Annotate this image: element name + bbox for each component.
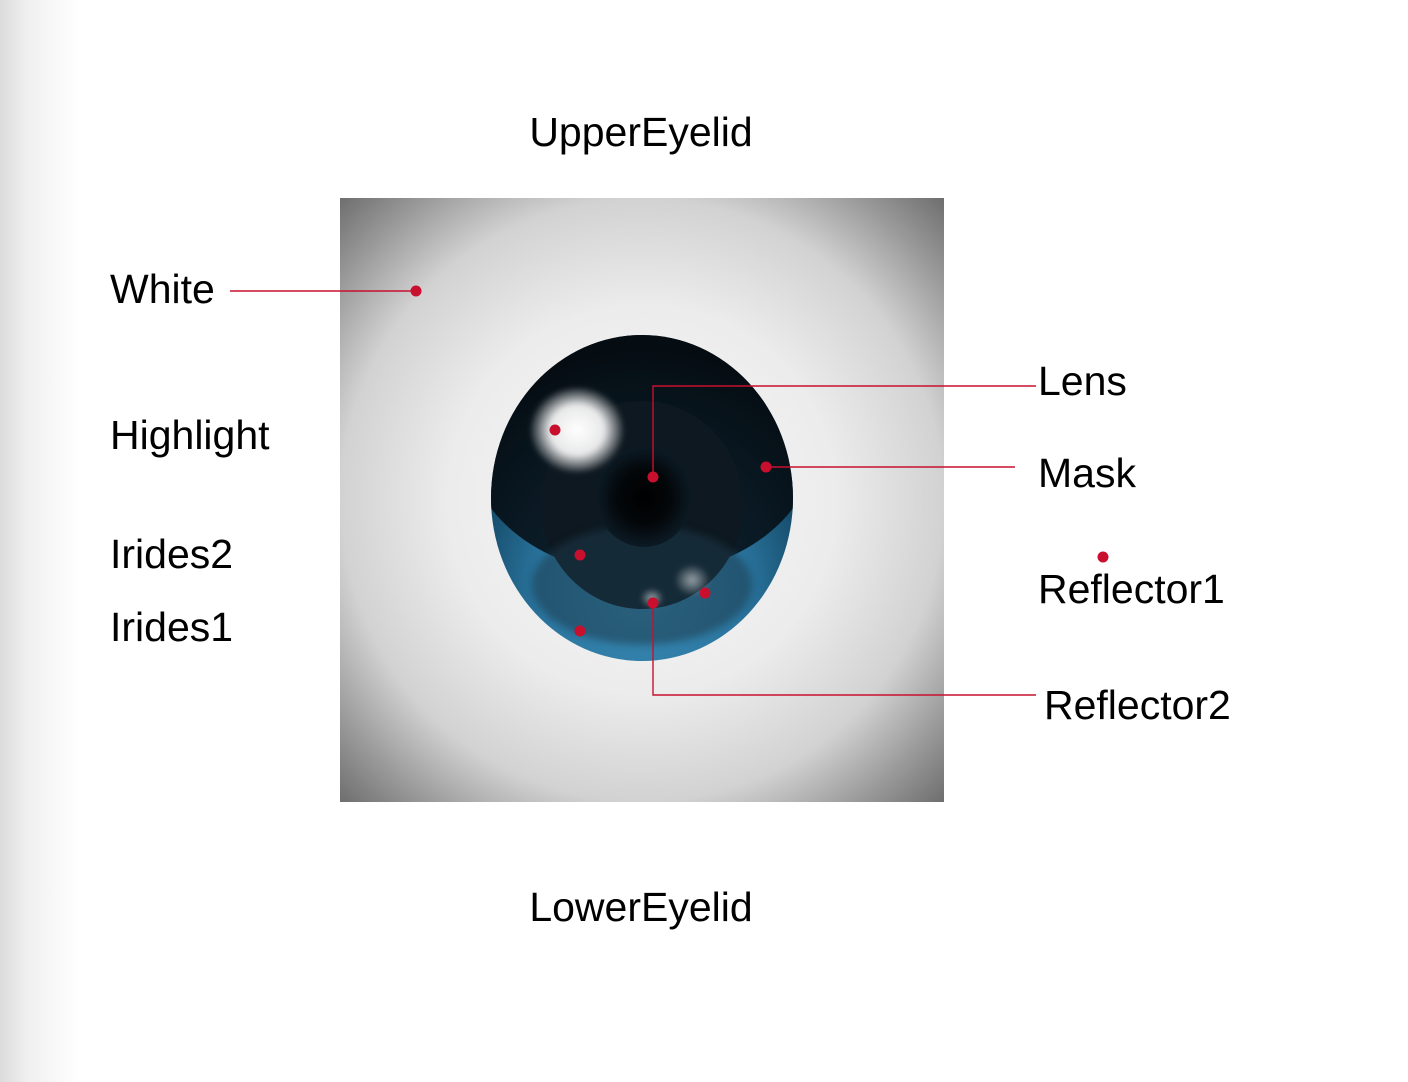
highlight-dot [549, 424, 561, 436]
highlight-spot [529, 386, 625, 474]
reflector2-label: Reflector2 [1044, 682, 1231, 728]
page-edge-shadow [0, 0, 80, 1082]
reflector1-glint [674, 564, 710, 596]
leader-lines [230, 290, 1103, 696]
lower-eyelid-label: LowerEyelid [529, 884, 752, 930]
irides2-lower-glow [532, 525, 752, 645]
reflector2-leader-line [652, 603, 1036, 696]
upper-eyelid-label: UpperEyelid [529, 109, 752, 155]
white-dot [410, 285, 422, 297]
reflector1-end-dot [1097, 551, 1109, 563]
reflector2-dot [647, 597, 659, 609]
highlight-label: Highlight [110, 412, 270, 458]
iris-group [491, 335, 793, 661]
irides1-dot [574, 625, 586, 637]
lens-dot [647, 471, 659, 483]
reflector1-label: Reflector1 [1038, 566, 1225, 612]
pointer-dots [410, 285, 1109, 637]
irides1-label: Irides1 [110, 604, 233, 650]
mask-label: Mask [1038, 450, 1136, 496]
reflector1-dot [699, 587, 711, 599]
lens-label: Lens [1038, 358, 1127, 404]
mask-dot [760, 461, 772, 473]
white-label: White [110, 266, 215, 312]
lens-leader-line [652, 385, 1036, 477]
irides2-dot [574, 549, 586, 561]
lens-pupil [596, 447, 692, 547]
irides2-label: Irides2 [110, 531, 233, 577]
